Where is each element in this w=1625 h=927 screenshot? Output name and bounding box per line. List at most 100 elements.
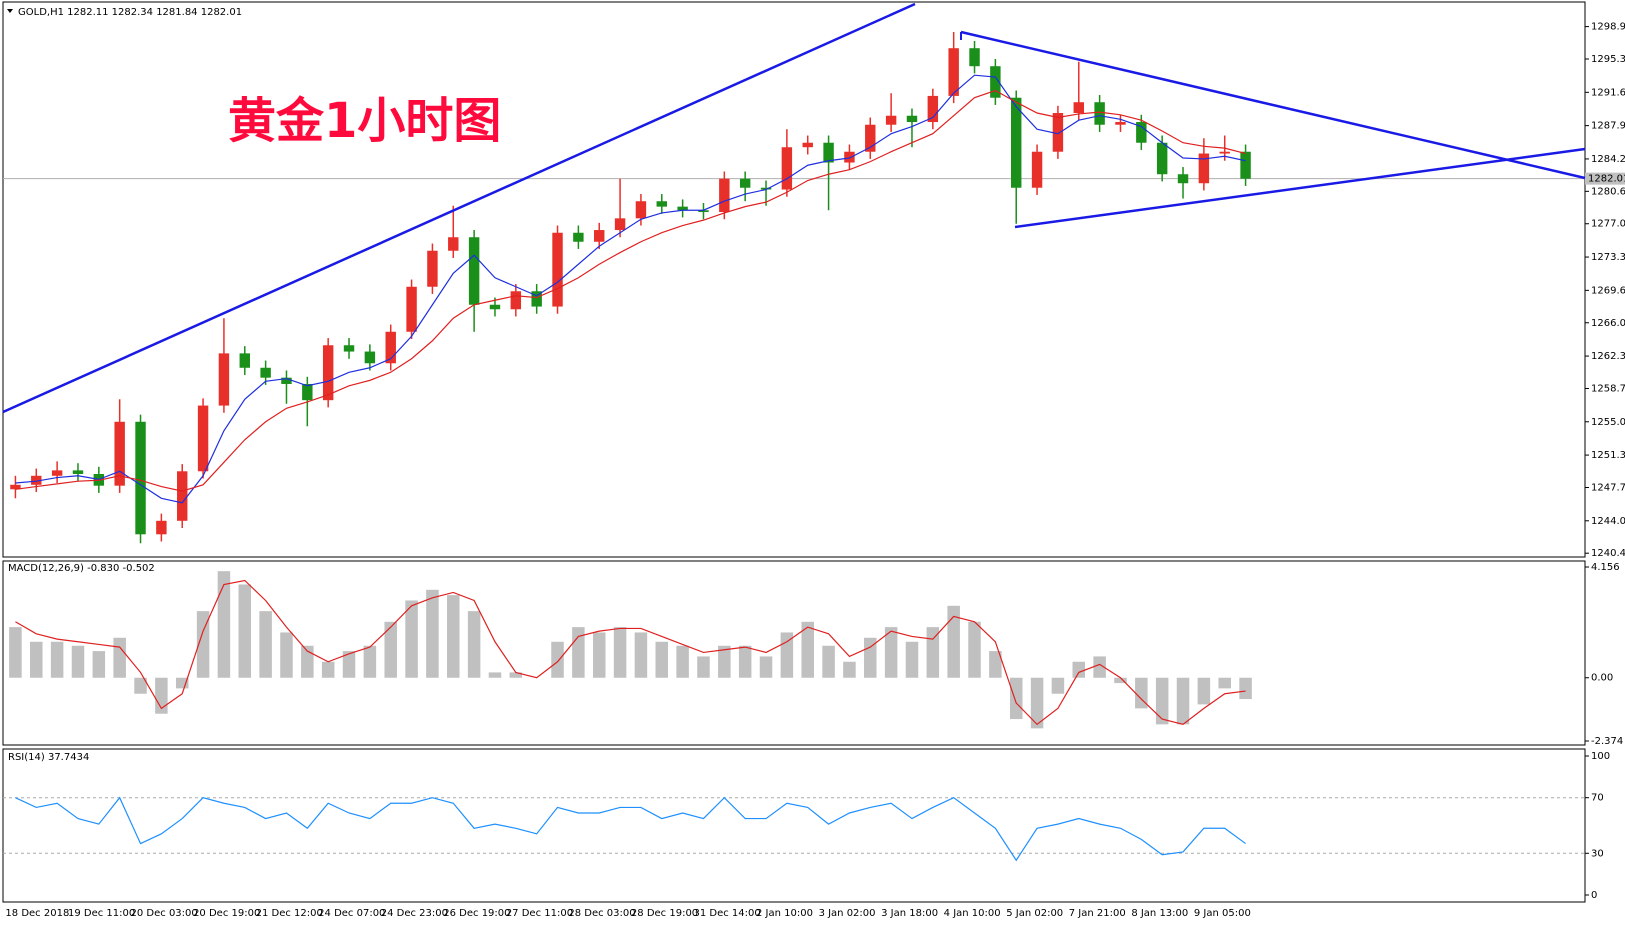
chart-header: GOLD,H1 1282.11 1282.34 1281.84 1282.01	[18, 7, 242, 18]
candle-body	[885, 115, 897, 125]
candle-body	[197, 405, 209, 472]
x-tick-label: 2 Jan 10:00	[756, 908, 813, 919]
candle-body	[969, 48, 980, 67]
candle-body	[385, 331, 396, 364]
macd-bar	[30, 641, 43, 678]
macd-bar	[134, 677, 147, 694]
macd-bar	[509, 672, 523, 678]
macd-bar	[467, 611, 481, 678]
candle-body	[739, 178, 751, 188]
candle-body	[1073, 102, 1084, 114]
y-tick-label: 0.00	[1591, 673, 1613, 684]
candle-body	[781, 147, 793, 190]
macd-bar	[155, 677, 168, 714]
y-tick-label: 1244.00	[1591, 516, 1625, 527]
macd-bar	[113, 637, 126, 678]
candle-body	[1011, 97, 1022, 188]
macd-bar	[843, 661, 856, 678]
y-tick-label: 1240.40	[1591, 548, 1625, 559]
candle-body	[531, 291, 542, 307]
y-tick-label: 1266.00	[1591, 318, 1625, 329]
macd-bar	[1093, 656, 1106, 678]
y-tick-label: 1255.00	[1591, 417, 1625, 428]
macd-bar	[634, 632, 648, 678]
x-tick-label: 5 Jan 02:00	[1006, 908, 1063, 919]
price-panel-frame	[2, 1, 1586, 558]
x-tick-label: 7 Jan 21:00	[1069, 908, 1126, 919]
candle-body	[927, 95, 939, 123]
macd-bar	[447, 595, 460, 678]
macd-bar	[864, 637, 877, 678]
macd-bar	[321, 661, 335, 678]
candle-body	[427, 250, 438, 287]
rsi-title: RSI(14) 37.7434	[8, 752, 89, 763]
x-tick-label: 28 Dec 03:00	[568, 908, 635, 919]
candle-body	[448, 237, 459, 251]
candle-body	[719, 178, 730, 213]
menu-arrow	[7, 9, 13, 13]
macd-bar	[259, 611, 272, 678]
candle-body	[177, 471, 188, 521]
macd-bar	[989, 651, 1002, 678]
candle-body	[260, 367, 271, 378]
x-tick-label: 9 Jan 05:00	[1194, 908, 1251, 919]
x-tick-label: 20 Dec 03:00	[131, 908, 198, 919]
y-tick-label: 1295.30	[1591, 54, 1625, 65]
candle-body	[72, 470, 84, 474]
candle-body	[1094, 102, 1105, 125]
candle-body	[1240, 151, 1251, 179]
macd-bar	[676, 645, 689, 678]
macd-bar	[384, 621, 397, 678]
candle-body	[322, 345, 334, 401]
macd-bar	[301, 645, 314, 678]
current-price-box	[1585, 172, 1625, 185]
candle-body	[698, 210, 709, 213]
x-tick-label: 4 Jan 10:00	[944, 908, 1001, 919]
macd-title: MACD(12,26,9) -0.830 -0.502	[8, 563, 155, 574]
macd-bar	[9, 627, 22, 678]
y-tick-label: 1284.20	[1591, 154, 1625, 165]
macd-bar	[238, 584, 252, 678]
macd-signal	[15, 579, 1246, 726]
trendlines	[2, 2, 1586, 414]
candle-body	[865, 124, 876, 152]
candle-body	[990, 66, 1001, 98]
x-tick-label: 24 Dec 23:00	[381, 908, 448, 919]
macd-bar	[947, 605, 960, 678]
macd-bar	[50, 641, 64, 678]
candle-body	[656, 201, 667, 207]
x-tick-label: 3 Jan 18:00	[881, 908, 938, 919]
candle-body	[489, 304, 501, 310]
macd-bar	[801, 621, 814, 678]
candle-body	[406, 286, 417, 332]
y-tick-label: 1298.90	[1591, 22, 1625, 33]
macd-bar	[592, 632, 606, 678]
candle-body	[343, 345, 355, 352]
macd-bar	[697, 656, 710, 678]
macd-panel-frame	[2, 560, 1586, 746]
candle-body	[552, 232, 563, 307]
trendline	[960, 30, 1586, 180]
macd-bar	[905, 641, 919, 678]
trendline	[1014, 147, 1586, 229]
x-tick-label: 24 Dec 07:00	[318, 908, 385, 919]
macd-bar	[1239, 677, 1252, 700]
candle-body	[1136, 122, 1147, 143]
macd-bar	[363, 645, 377, 678]
macd-bar	[1155, 677, 1169, 725]
macd-bar	[1072, 661, 1086, 678]
x-tick-label: 20 Dec 19:00	[193, 908, 260, 919]
y-tick-label: 1262.30	[1591, 351, 1625, 362]
y-tick-label: 4.156	[1591, 562, 1620, 573]
rsi-panel-frame	[2, 748, 1586, 903]
macd-bar	[718, 645, 731, 678]
y-tick-label: 1251.30	[1591, 450, 1625, 461]
macd-bar	[405, 600, 418, 678]
candle-body	[594, 230, 605, 242]
x-tick-label: 19 Dec 11:00	[68, 908, 135, 919]
macd-bar	[1197, 677, 1211, 705]
candle-body	[281, 377, 292, 384]
macd-bar	[1114, 677, 1127, 684]
